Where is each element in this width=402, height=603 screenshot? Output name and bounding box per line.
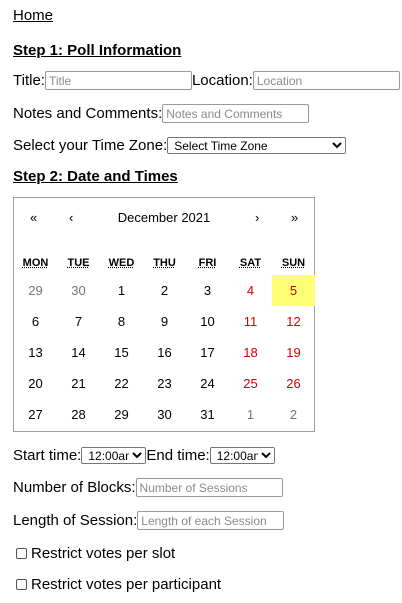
restrict-slot-row[interactable]: Restrict votes per slot bbox=[16, 545, 175, 562]
timezone-row: Select your Time Zone: Select Time Zone bbox=[13, 137, 347, 154]
calendar-day[interactable]: 12 bbox=[286, 314, 301, 329]
timezone-select[interactable]: Select Time Zone bbox=[167, 137, 347, 154]
calendar-day[interactable]: 4 bbox=[246, 283, 255, 298]
calendar-day[interactable]: 1 bbox=[246, 407, 255, 422]
blocks-label: Number of Blocks: bbox=[13, 479, 136, 496]
weekday-header-mon: MON bbox=[22, 257, 49, 269]
restrict-participant-checkbox[interactable] bbox=[16, 579, 27, 590]
title-location-row: Title: Location: bbox=[13, 71, 400, 90]
calendar-day[interactable]: 25 bbox=[243, 376, 258, 391]
calendar-day[interactable]: 17 bbox=[200, 345, 215, 360]
length-input[interactable] bbox=[137, 511, 285, 530]
notes-input[interactable] bbox=[162, 104, 310, 123]
next-year-button[interactable]: » bbox=[291, 210, 299, 225]
step1-heading: Step 1: Poll Information bbox=[13, 42, 182, 59]
calendar-day[interactable]: 31 bbox=[200, 407, 215, 422]
start-time-label: Start time: bbox=[13, 447, 82, 464]
calendar-day[interactable]: 30 bbox=[157, 407, 172, 422]
calendar-day[interactable]: 22 bbox=[114, 376, 129, 391]
calendar-day[interactable]: 2 bbox=[160, 283, 169, 298]
timezone-label: Select your Time Zone: bbox=[13, 137, 168, 154]
calendar-month-title: December 2021 bbox=[117, 210, 211, 225]
prev-year-button[interactable]: « bbox=[30, 210, 38, 225]
weekday-header-tue: TUE bbox=[67, 257, 90, 269]
calendar-day[interactable]: 30 bbox=[71, 283, 86, 298]
step2-heading: Step 2: Date and Times bbox=[13, 168, 178, 185]
restrict-participant-row[interactable]: Restrict votes per participant bbox=[16, 576, 221, 593]
restrict-slot-checkbox[interactable] bbox=[16, 548, 27, 559]
calendar-day[interactable]: 18 bbox=[243, 345, 258, 360]
notes-row: Notes and Comments: bbox=[13, 104, 310, 123]
calendar-day[interactable]: 15 bbox=[114, 345, 129, 360]
calendar-day[interactable]: 6 bbox=[31, 314, 40, 329]
next-month-button[interactable]: › bbox=[255, 210, 260, 225]
restrict-slot-label: Restrict votes per slot bbox=[31, 545, 176, 562]
blocks-row: Number of Blocks: bbox=[13, 478, 283, 497]
calendar-day[interactable]: 13 bbox=[28, 345, 43, 360]
calendar-day[interactable]: 19 bbox=[286, 345, 301, 360]
calendar-day[interactable]: 24 bbox=[200, 376, 215, 391]
location-input[interactable] bbox=[252, 71, 400, 90]
start-time-select[interactable]: 12:00am bbox=[81, 447, 147, 464]
calendar-day[interactable]: 16 bbox=[157, 345, 172, 360]
blocks-input[interactable] bbox=[135, 478, 283, 497]
end-time-label: End time: bbox=[146, 447, 210, 464]
calendar-day[interactable]: 29 bbox=[28, 283, 43, 298]
title-input[interactable] bbox=[44, 71, 192, 90]
calendar-day[interactable]: 3 bbox=[203, 283, 212, 298]
calendar-day[interactable]: 11 bbox=[243, 314, 258, 329]
calendar: « ‹ December 2021 › » MON TUE WED THU FRI SAT… bbox=[13, 197, 315, 432]
calendar-day[interactable]: 26 bbox=[286, 376, 301, 391]
weekday-header-sun: SUN bbox=[281, 257, 306, 269]
prev-month-button[interactable]: ‹ bbox=[69, 210, 74, 225]
weekday-header-wed: WED bbox=[108, 257, 135, 269]
calendar-day[interactable]: 5 bbox=[272, 275, 315, 306]
calendar-day[interactable]: 23 bbox=[157, 376, 172, 391]
calendar-day[interactable]: 9 bbox=[160, 314, 169, 329]
notes-label: Notes and Comments: bbox=[13, 105, 163, 122]
home-link[interactable]: Home bbox=[13, 7, 54, 24]
weekday-header-thu: THU bbox=[153, 257, 176, 269]
length-row: Length of Session: bbox=[13, 511, 285, 530]
calendar-day[interactable]: 1 bbox=[117, 283, 126, 298]
end-time-select[interactable]: 12:00am bbox=[209, 447, 275, 464]
calendar-day[interactable]: 20 bbox=[28, 376, 43, 391]
calendar-day[interactable]: 14 bbox=[71, 345, 86, 360]
calendar-day[interactable]: 7 bbox=[74, 314, 83, 329]
calendar-day[interactable]: 8 bbox=[117, 314, 126, 329]
calendar-day[interactable]: 28 bbox=[71, 407, 86, 422]
time-row: Start time: 12:00am End time: 12:00am bbox=[13, 447, 275, 464]
calendar-day[interactable]: 29 bbox=[114, 407, 129, 422]
calendar-day[interactable]: 27 bbox=[28, 407, 43, 422]
calendar-day[interactable]: 2 bbox=[289, 407, 298, 422]
title-label: Title: bbox=[13, 72, 45, 89]
weekday-header-fri: FRI bbox=[198, 257, 217, 269]
length-label: Length of Session: bbox=[13, 512, 138, 529]
restrict-participant-label: Restrict votes per participant bbox=[31, 576, 222, 593]
weekday-header-sat: SAT bbox=[239, 257, 262, 269]
location-label: Location: bbox=[191, 72, 253, 89]
calendar-day[interactable]: 21 bbox=[71, 376, 86, 391]
calendar-day[interactable]: 10 bbox=[200, 314, 215, 329]
